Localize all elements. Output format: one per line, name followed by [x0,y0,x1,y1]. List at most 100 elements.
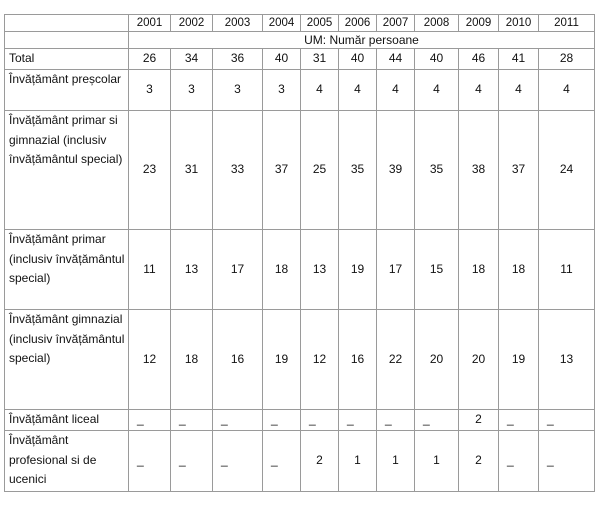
year-header: 2009 [458,14,499,32]
unit-label: UM: Număr persoane [128,31,595,49]
table-row: Învățământ liceal _ _ _ _ _ _ _ _ 2 _ _ [4,409,595,431]
year-header: 2001 [128,14,171,32]
table-cell: 16 [338,309,377,410]
table-cell: 4 [538,69,595,111]
table-cell: 39 [376,110,415,230]
table-row: Învățământ gimnazial (inclusiv învățămân… [4,309,595,410]
table-row: Învățământ primar si gimnazial (inclusiv… [4,110,595,230]
table-cell: 12 [300,309,339,410]
year-header: 2007 [376,14,415,32]
table-cell: 22 [376,309,415,410]
table-cell: 3 [170,69,213,111]
table-cell: 44 [376,48,415,70]
table-cell: 13 [300,229,339,310]
table-cell: 3 [212,69,263,111]
table-cell: 13 [170,229,213,310]
table-cell: 13 [538,309,595,410]
table-cell: 37 [498,110,539,230]
year-header: 2010 [498,14,539,32]
table-cell: 41 [498,48,539,70]
table-cell: _ [376,409,415,431]
table-cell: 20 [458,309,499,410]
table-cell: 15 [414,229,459,310]
table-cell: _ [498,430,539,492]
table-cell: 26 [128,48,171,70]
table-cell: 4 [498,69,539,111]
table-cell: 1 [376,430,415,492]
table-cell: 2 [458,430,499,492]
table-cell: 38 [458,110,499,230]
row-label: Învățământ preșcolar [4,69,129,111]
table-cell: 20 [414,309,459,410]
table-cell: 34 [170,48,213,70]
year-header: 2003 [212,14,263,32]
table-cell: 1 [338,430,377,492]
row-label: Învățământ primar (inclusiv învățământul… [4,229,129,310]
table-cell: 40 [338,48,377,70]
year-header: 2006 [338,14,377,32]
table-cell: _ [170,430,213,492]
table-cell: 12 [128,309,171,410]
table-cell: 28 [538,48,595,70]
table-cell: 4 [300,69,339,111]
table-cell: 23 [128,110,171,230]
statistics-table: 2001 2002 2003 2004 2005 2006 2007 2008 … [4,14,595,492]
table-cell: _ [300,409,339,431]
table-cell: 31 [170,110,213,230]
table-cell: _ [338,409,377,431]
table-cell: 16 [212,309,263,410]
table-cell: 19 [262,309,301,410]
year-header: 2011 [538,14,595,32]
table-cell: 18 [262,229,301,310]
table-cell: 4 [414,69,459,111]
table-cell: 4 [458,69,499,111]
year-header: 2008 [414,14,459,32]
years-header-row: 2001 2002 2003 2004 2005 2006 2007 2008 … [4,14,595,32]
table-cell: 40 [414,48,459,70]
table-cell: 17 [212,229,263,310]
row-label: Total [4,48,129,70]
table-cell: 19 [498,309,539,410]
table-cell: _ [262,430,301,492]
table-cell: 40 [262,48,301,70]
table-cell: 33 [212,110,263,230]
table-cell: _ [212,409,263,431]
table-cell: _ [170,409,213,431]
table-cell: 1 [414,430,459,492]
table-cell: 2 [300,430,339,492]
table-cell: 24 [538,110,595,230]
row-label: Învățământ profesional si de ucenici [4,430,129,492]
table-cell: 25 [300,110,339,230]
table-cell: 11 [538,229,595,310]
table-cell: 3 [128,69,171,111]
table-cell: _ [128,409,171,431]
table-cell: 4 [376,69,415,111]
table-cell: 18 [170,309,213,410]
table-cell: 18 [458,229,499,310]
table-cell: _ [538,430,595,492]
table-row: Învățământ profesional si de ucenici _ _ _ _… [4,430,595,492]
table-cell: _ [262,409,301,431]
year-header: 2004 [262,14,301,32]
table-cell: 2 [458,409,499,431]
table-cell: _ [498,409,539,431]
table-cell: 19 [338,229,377,310]
table-cell: _ [212,430,263,492]
row-label: Învățământ primar si gimnazial (inclusiv… [4,110,129,230]
table-row: Învățământ primar (inclusiv învățământul… [4,229,595,310]
unit-row: UM: Număr persoane [4,31,595,49]
table-cell: 31 [300,48,339,70]
table-cell: 36 [212,48,263,70]
table-cell: 35 [414,110,459,230]
table-cell: 46 [458,48,499,70]
table-cell: 35 [338,110,377,230]
unit-row-label-cell [4,31,129,49]
table-cell: 17 [376,229,415,310]
corner-cell [4,14,129,32]
table-cell: _ [128,430,171,492]
year-header: 2002 [170,14,213,32]
table-cell: _ [414,409,459,431]
table-row: Învățământ preșcolar 3 3 3 3 4 4 4 4 4 4 4 [4,69,595,111]
row-label: Învățământ liceal [4,409,129,431]
table-cell: 37 [262,110,301,230]
